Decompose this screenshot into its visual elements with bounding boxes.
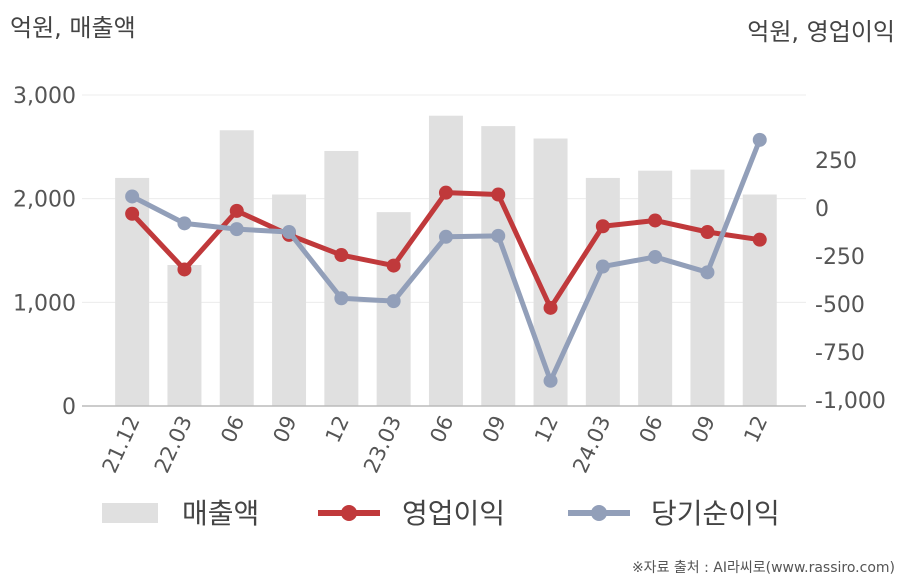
left-y-tick: 0 [62,395,76,420]
x-tick: 09 [687,412,720,446]
series-point [700,265,715,280]
right-y-tick: -500 [815,293,865,318]
x-tick: 12 [739,412,772,446]
series-point [282,225,297,239]
revenue-bar [742,194,777,406]
left-y-axis: 0 1,000 2,000 3,000 [13,84,76,420]
series-point [648,249,663,264]
legend-label: 당기순이익 [651,497,780,530]
series-point [334,248,349,263]
right-unit-label: 억원, 영업이익 [747,18,895,46]
right-y-tick: 250 [815,149,857,174]
legend-swatch-point [341,505,357,521]
x-axis: 21.12 22.03 06 09 12 23.03 06 09 12 24.03 06 09 12 [98,412,773,477]
x-tick: 09 [269,412,302,446]
left-unit-label: 억원, 매출액 [10,14,136,42]
x-tick: 06 [425,412,458,446]
series-point [125,206,140,221]
revenue-bars [115,115,777,407]
profit-lines [125,132,767,388]
series-point [491,187,506,202]
revenue-bar [428,115,463,406]
series-point [543,373,558,388]
series-point [438,229,453,244]
series-point [595,219,610,234]
x-tick: 12 [530,412,563,446]
left-y-tick: 2,000 [13,188,76,213]
legend: 매출액 영업이익 당기순이익 [102,497,780,530]
series-point [177,216,192,231]
x-tick: 24.03 [568,412,615,477]
series-point [229,222,244,237]
x-tick: 12 [321,412,354,446]
series-point [334,291,349,306]
x-tick: 06 [635,412,668,446]
series-point [752,232,767,247]
right-y-tick: -750 [815,341,865,366]
series-point [700,225,715,239]
right-y-tick: -250 [815,245,865,270]
right-y-tick: -1,000 [815,389,886,414]
revenue-bar [167,265,202,406]
left-y-tick: 3,000 [13,84,76,109]
series-point [177,262,192,277]
right-y-axis: -1,000 -750 -500 -250 0 250 [815,149,886,414]
series-point [543,300,558,315]
series-point [229,203,244,218]
source-note: ※자료 출처 : AI라씨로(www.rassiro.com) [632,560,895,576]
x-tick: 09 [478,412,511,446]
series-point [386,294,401,309]
right-y-tick: 0 [815,197,829,222]
x-tick: 21.12 [98,412,145,477]
x-tick: 23.03 [359,412,406,477]
series-point [648,213,663,228]
revenue-bar [376,212,411,406]
series-point [752,132,767,147]
legend-label: 매출액 [182,497,259,530]
revenue-bar [219,130,254,406]
revenue-bar [533,138,568,407]
revenue-bar [690,169,725,406]
series-point [438,185,453,200]
legend-label: 영업이익 [402,497,505,530]
legend-swatch-bar [102,503,158,523]
legend-swatch-point [591,505,607,521]
series-point [595,259,610,274]
x-tick: 22.03 [150,412,197,477]
revenue-bar [324,150,359,406]
x-tick: 06 [216,412,249,446]
series-point [125,189,140,204]
revenue-bar [638,170,673,406]
series-point [386,258,401,273]
left-y-tick: 1,000 [13,291,76,316]
series-point [491,228,506,243]
